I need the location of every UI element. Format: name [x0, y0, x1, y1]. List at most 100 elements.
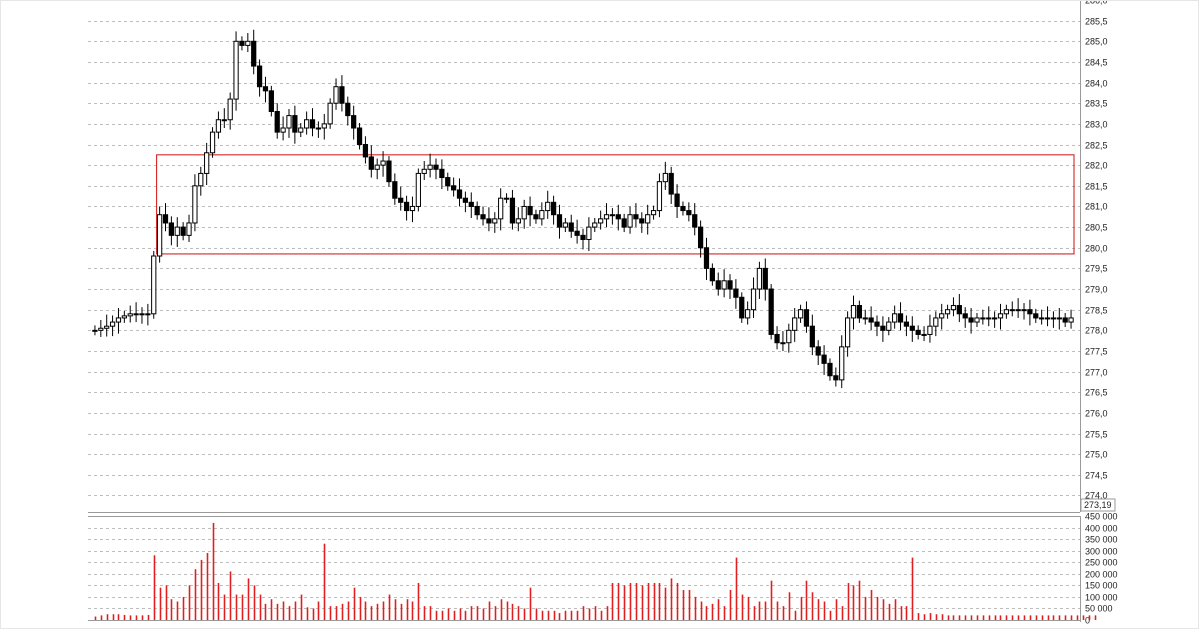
candle [374, 158, 380, 180]
candle [986, 306, 992, 327]
candle [944, 304, 951, 319]
candle [380, 151, 386, 177]
candle [750, 277, 757, 318]
candle [786, 323, 792, 353]
candle [268, 85, 274, 117]
candle [192, 174, 198, 232]
candle [427, 153, 433, 178]
candle [421, 161, 427, 181]
candle [433, 158, 439, 180]
price-tick-label: 286,0 [1085, 0, 1108, 6]
candle [697, 220, 704, 258]
volume-tick-label: 150 000 [1085, 581, 1118, 591]
candle [598, 210, 604, 230]
volume-tick-label: 300 000 [1085, 547, 1118, 557]
price-tick-label: 280,5 [1085, 223, 1108, 233]
price-tick-label: 281,0 [1085, 202, 1108, 212]
candle [174, 217, 180, 247]
candle [880, 316, 886, 342]
candle [456, 178, 463, 207]
candle [345, 96, 351, 126]
candle [392, 173, 398, 205]
candle [633, 203, 639, 228]
candle [609, 208, 616, 225]
candle [204, 142, 210, 185]
candle [733, 279, 739, 309]
price-tick-label: 285,5 [1085, 17, 1108, 27]
highlight-box [156, 154, 1075, 255]
candle [721, 269, 727, 298]
candle [703, 237, 710, 280]
candle [650, 205, 657, 220]
candle [974, 312, 980, 328]
candle [662, 161, 668, 190]
candle [897, 302, 904, 331]
price-tick-label: 278,0 [1085, 326, 1108, 336]
price-tick-label: 285,0 [1085, 37, 1108, 47]
candle [692, 203, 698, 236]
candle [186, 214, 192, 242]
volume-tick-label: 0 [1085, 616, 1090, 626]
candle [639, 212, 645, 233]
candle [304, 111, 310, 135]
price-tick-label: 283,5 [1085, 99, 1108, 109]
highlight-box-layer [156, 154, 1075, 255]
candle [368, 145, 374, 178]
candle [256, 59, 263, 97]
price-tick-label: 281,5 [1085, 182, 1108, 192]
candles-layer [92, 29, 1074, 389]
candle [356, 123, 363, 150]
candle [139, 307, 145, 324]
candle [627, 206, 633, 234]
candle [1033, 308, 1039, 323]
candle [498, 188, 504, 231]
price-tick-label: 279,5 [1085, 264, 1108, 274]
candle [474, 201, 480, 220]
candle [451, 177, 457, 197]
candle [997, 303, 1004, 330]
candle [1044, 306, 1051, 327]
candle [162, 203, 169, 232]
candle [127, 305, 133, 323]
candle [968, 308, 974, 334]
candle [280, 116, 286, 141]
price-tick-label: 282,0 [1085, 161, 1108, 171]
candle [445, 172, 451, 191]
candle [850, 295, 857, 330]
candle [809, 314, 815, 356]
candle [521, 199, 527, 229]
candle [844, 311, 851, 357]
volume-tick-label: 350 000 [1085, 535, 1118, 545]
candle [762, 258, 768, 301]
candle [539, 202, 545, 226]
candle [780, 331, 786, 351]
candle [492, 212, 498, 233]
candle [927, 314, 933, 343]
candle [315, 121, 322, 138]
candle [480, 206, 486, 226]
candle [950, 297, 957, 317]
volume-tick-label: 100 000 [1085, 593, 1118, 603]
candle [398, 186, 404, 211]
price-tick-label: 280,0 [1085, 244, 1108, 254]
candle [1068, 309, 1074, 329]
candle [121, 310, 127, 323]
candle [562, 218, 568, 233]
last-value-layer: 273,19 [1080, 498, 1116, 512]
volume-bars-layer [94, 522, 1097, 620]
candle [874, 315, 880, 337]
candle [645, 204, 651, 235]
price-tick-label: 284,5 [1085, 58, 1108, 68]
candle [503, 193, 510, 204]
candle [1062, 312, 1068, 328]
candle [292, 105, 298, 144]
candle [439, 159, 445, 190]
candle [386, 156, 392, 187]
candle [803, 301, 810, 333]
candle [815, 340, 821, 366]
candle [909, 316, 915, 342]
candle [104, 314, 110, 337]
candle [674, 184, 680, 219]
